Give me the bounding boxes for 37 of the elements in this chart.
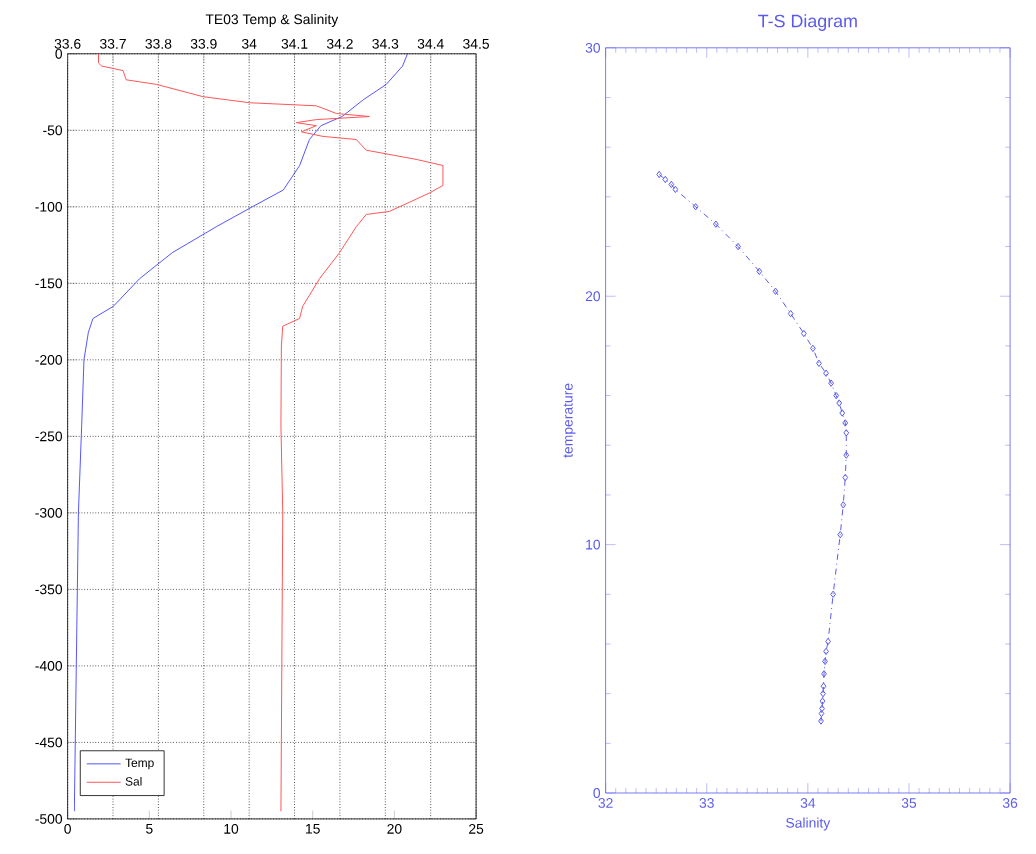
point	[800, 329, 807, 337]
point	[819, 704, 825, 712]
point	[818, 716, 824, 725]
point	[787, 309, 794, 317]
point	[692, 202, 699, 211]
point	[735, 242, 741, 250]
point	[820, 682, 827, 690]
point	[821, 669, 827, 678]
point	[833, 391, 840, 399]
point	[672, 185, 679, 193]
point	[819, 697, 826, 705]
point	[842, 473, 849, 481]
point	[712, 220, 719, 228]
point	[843, 451, 850, 459]
point	[840, 500, 847, 509]
point	[823, 369, 829, 377]
point	[668, 180, 675, 188]
point	[662, 175, 669, 183]
point	[839, 408, 846, 417]
point	[772, 287, 779, 295]
point	[822, 657, 828, 665]
point	[843, 428, 850, 437]
chart-title: T-S Diagram	[758, 13, 857, 31]
point	[823, 647, 829, 655]
point	[818, 709, 825, 717]
point	[837, 530, 844, 538]
point	[830, 590, 837, 598]
point	[820, 689, 826, 697]
point	[825, 637, 831, 645]
point	[816, 359, 822, 367]
point	[756, 267, 763, 275]
point	[656, 170, 663, 178]
point	[836, 398, 843, 407]
point	[842, 418, 849, 427]
point	[810, 344, 816, 352]
point	[828, 379, 834, 387]
line-series	[73, 53, 408, 812]
